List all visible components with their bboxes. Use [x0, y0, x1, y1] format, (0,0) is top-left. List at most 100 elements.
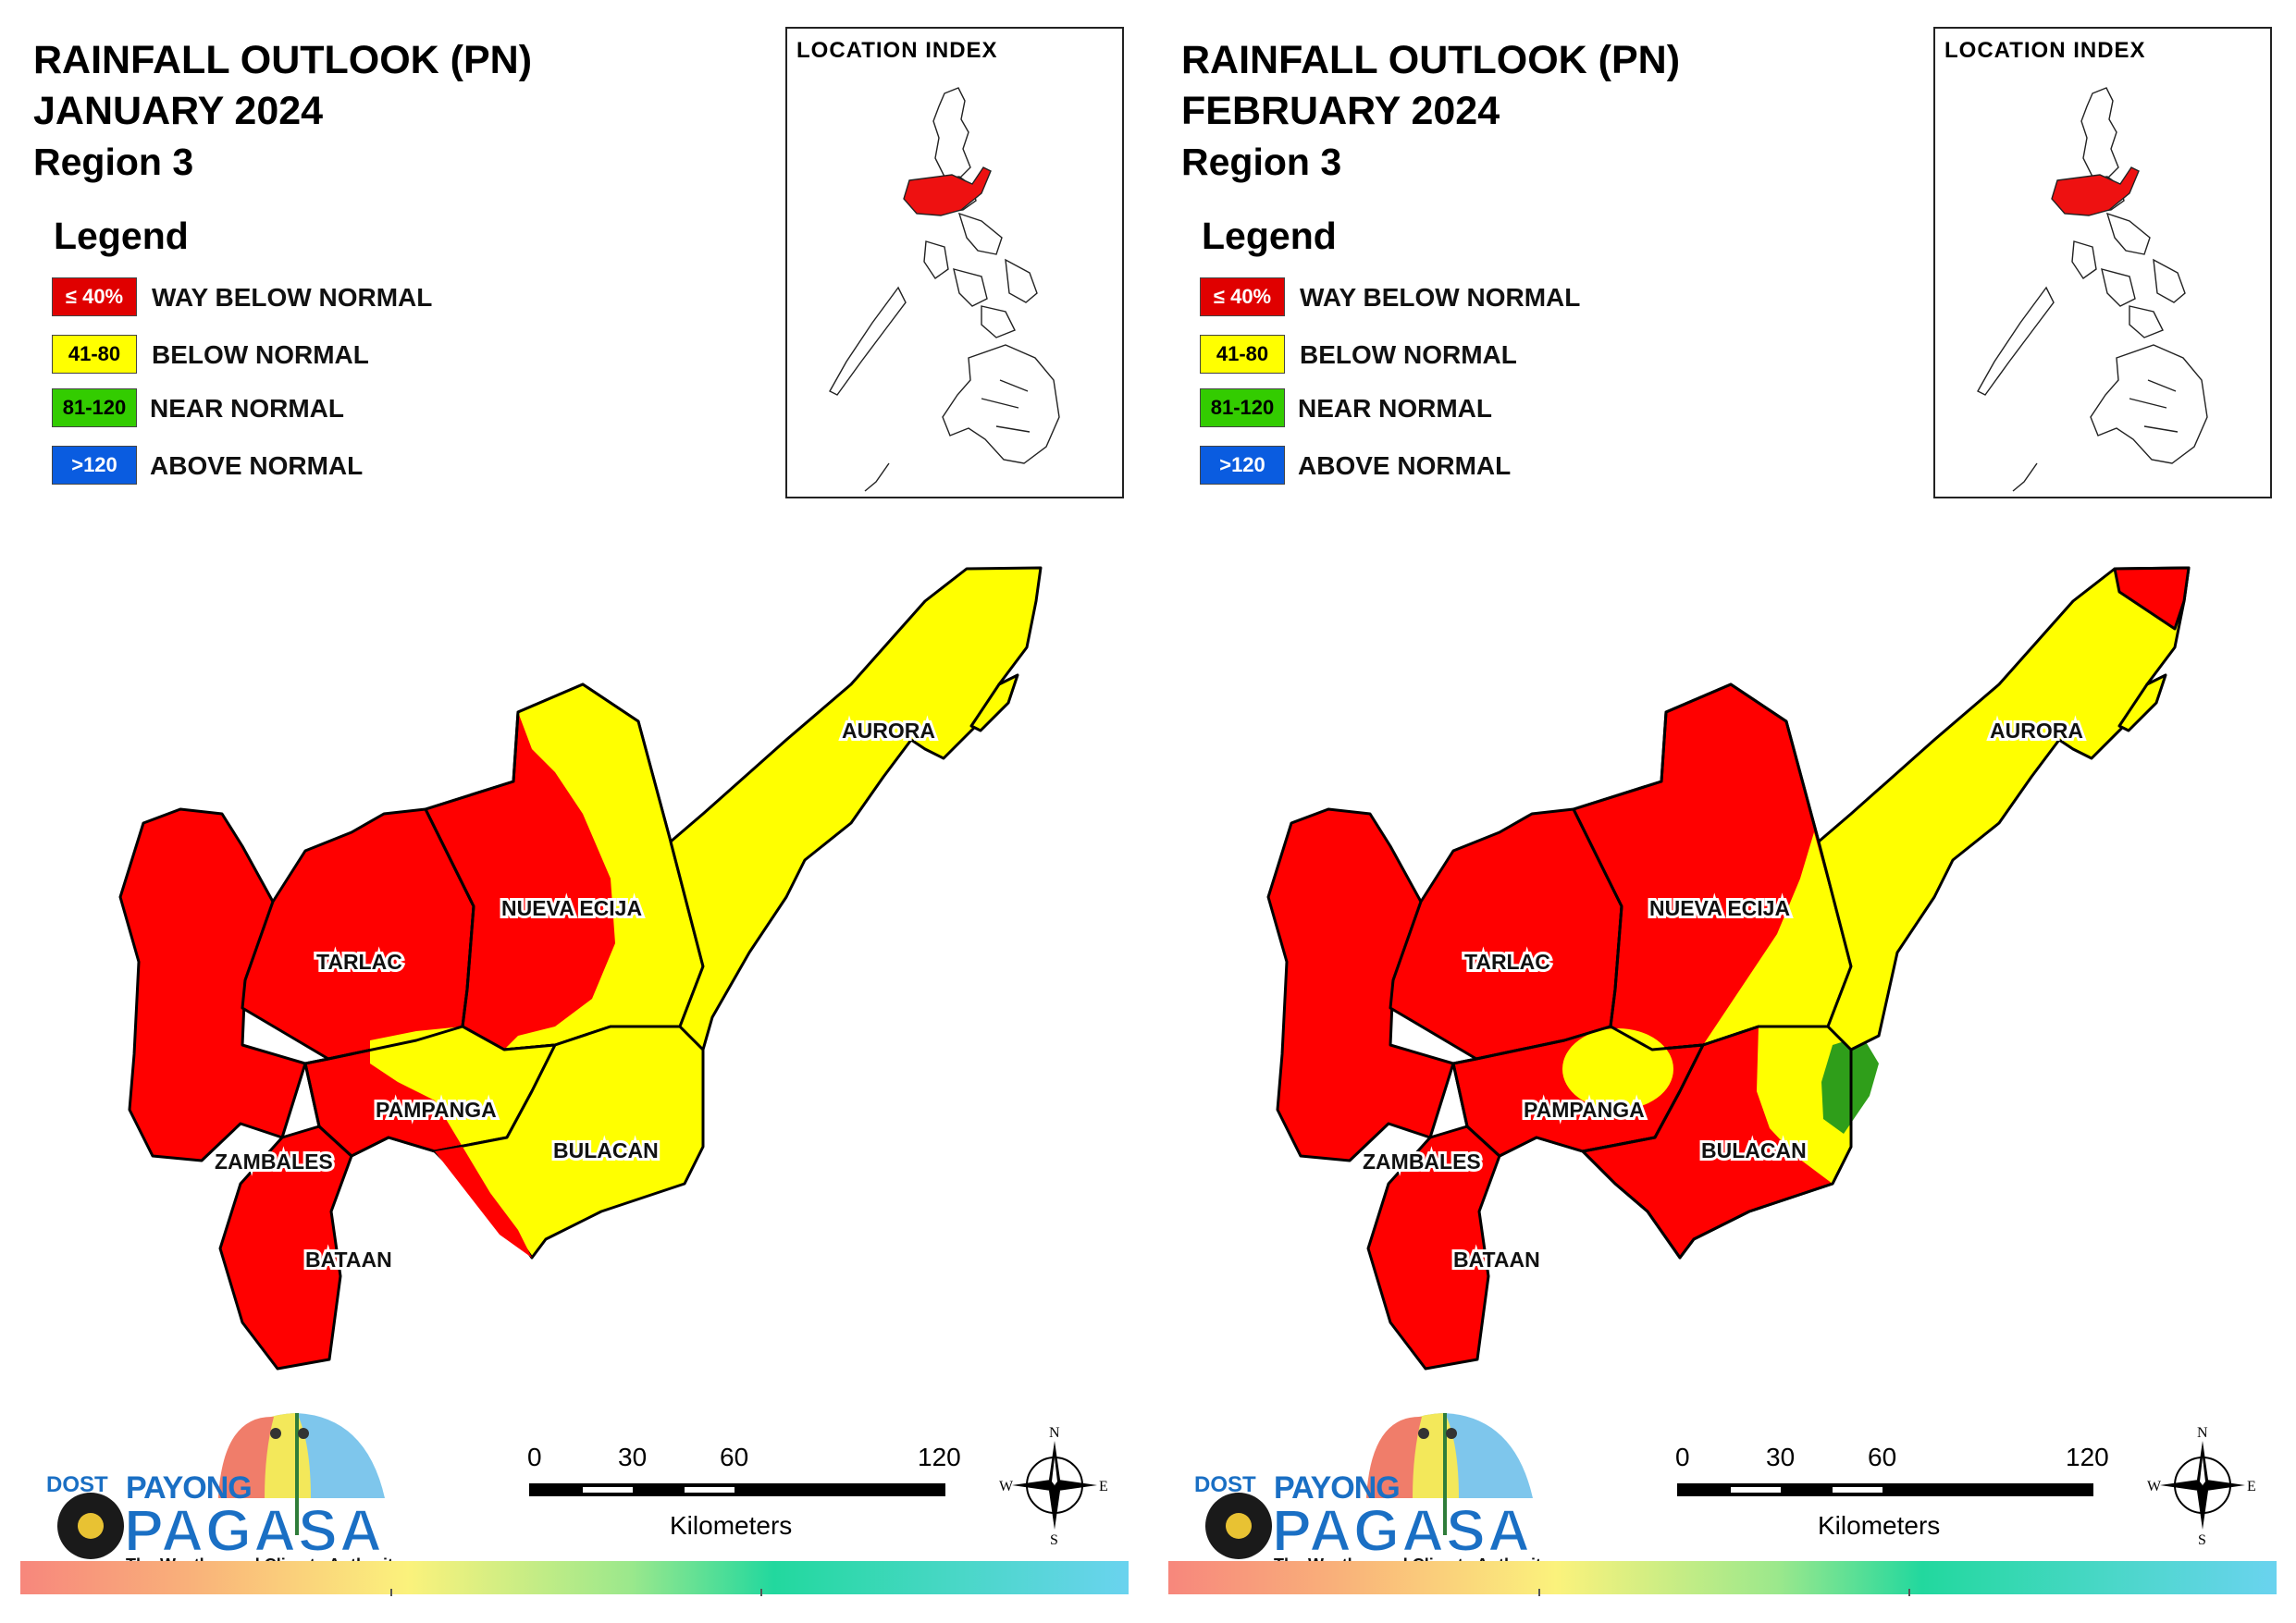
legend-label: WAY BELOW NORMAL	[1300, 283, 1581, 312]
footer: DOST PAYONG PAGASA The Weather and Clima…	[1148, 1378, 2296, 1623]
region-3-map: AURORA NUEVA ECIJA TARLAC PAMPANGA ZAMBA…	[118, 566, 1043, 1371]
logo-pagasa: PAGASA	[123, 1496, 385, 1565]
scale-tick-60: 60	[1868, 1443, 1897, 1471]
logo-dost: DOST	[46, 1472, 108, 1497]
footer-gradient-bar	[1168, 1561, 2277, 1596]
logo-payong: PAYONG	[126, 1470, 253, 1506]
pagasa-logo: DOST PAYONG PAGASA The Weather and Clima…	[33, 1396, 403, 1574]
legend-swatch: 41-80	[1200, 335, 1285, 374]
compass-e: E	[1099, 1479, 1108, 1494]
scale-bar-graphic	[529, 1483, 945, 1496]
label-zambales: ZAMBALES	[215, 1150, 333, 1174]
title-line-1: RAINFALL OUTLOOK (PN)	[33, 38, 533, 82]
label-aurora: AURORA	[842, 719, 935, 743]
legend-swatch: ≤ 40%	[52, 277, 137, 316]
aurora-way-below-zone	[2113, 566, 2191, 631]
nueva-ecija-below-normal-zone	[504, 684, 703, 1050]
compass-s: S	[1050, 1532, 1058, 1544]
aurora-region	[1817, 566, 2191, 1051]
region-3-highlight	[2051, 166, 2140, 216]
title-line-2: FEBRUARY 2024	[1181, 89, 1500, 133]
aurora-region	[669, 566, 1043, 1051]
logo-dost: DOST	[1194, 1472, 1256, 1497]
scale-tick-60: 60	[720, 1443, 749, 1471]
title-line-1: RAINFALL OUTLOOK (PN)	[1181, 38, 1681, 82]
tarlac-region	[1389, 807, 1623, 1061]
legend-label: NEAR NORMAL	[1298, 394, 1492, 423]
logo-pagasa: PAGASA	[1271, 1496, 1533, 1565]
label-nueva-ecija: NUEVA ECIJA	[1649, 896, 1790, 920]
compass-s: S	[2198, 1532, 2206, 1544]
scale-tick-30: 30	[1766, 1443, 1796, 1471]
map-title: RAINFALL OUTLOOK (PN) FEBRUARY 2024 Regi…	[1181, 35, 1680, 188]
label-bataan: BATAAN	[1453, 1248, 1540, 1272]
region-3-map: AURORA NUEVA ECIJA TARLAC PAMPANGA ZAMBA…	[1266, 566, 2191, 1371]
scale-tick-0: 0	[1675, 1443, 1690, 1471]
pampanga-below-normal-zone	[1562, 1028, 1673, 1110]
legend-label: BELOW NORMAL	[152, 340, 369, 369]
umbrella-icon	[1205, 1413, 1533, 1559]
compass-e: E	[2247, 1479, 2256, 1494]
legend-heading: Legend	[1202, 215, 1337, 257]
label-bulacan: BULACAN	[553, 1138, 659, 1162]
scale-tick-30: 30	[618, 1443, 648, 1471]
location-index-inset: LOCATION INDEX	[1933, 27, 2272, 498]
legend: Legend ≤ 40% WAY BELOW NORMAL 41-80 BELO…	[52, 215, 432, 485]
panel-january: RAINFALL OUTLOOK (PN) JANUARY 2024 Regio…	[0, 27, 1148, 1623]
legend: Legend ≤ 40% WAY BELOW NORMAL 41-80 BELO…	[1200, 215, 1580, 485]
legend-label: ABOVE NORMAL	[150, 451, 364, 480]
logo-payong: PAYONG	[1274, 1470, 1401, 1506]
legend-label: WAY BELOW NORMAL	[152, 283, 433, 312]
scale-bar: 0 30 60 120 Kilometers	[527, 1443, 961, 1540]
region-3-highlight	[903, 166, 992, 216]
label-nueva-ecija: NUEVA ECIJA	[501, 896, 642, 920]
legend-label: NEAR NORMAL	[150, 394, 344, 423]
tarlac-region	[241, 807, 475, 1061]
map-title: RAINFALL OUTLOOK (PN) JANUARY 2024 Regio…	[33, 35, 532, 188]
label-pampanga: PAMPANGA	[376, 1098, 497, 1122]
scale-bar: 0 30 60 120 Kilometers	[1675, 1443, 2109, 1540]
footer-gradient-bar	[20, 1561, 1129, 1596]
compass-n: N	[2197, 1425, 2208, 1441]
scale-bar-graphic	[1677, 1483, 2093, 1496]
aurora-peninsula	[2117, 673, 2167, 732]
footer: DOST PAYONG PAGASA The Weather and Clima…	[0, 1378, 1148, 1623]
title-line-2: JANUARY 2024	[33, 89, 324, 133]
inset-title: LOCATION INDEX	[1944, 38, 2146, 63]
legend-swatch: >120	[1200, 446, 1285, 485]
pampanga-below-normal-zone	[370, 1027, 555, 1147]
legend-swatch: >120	[52, 446, 137, 485]
umbrella-icon	[57, 1413, 385, 1559]
label-bataan: BATAAN	[305, 1248, 392, 1272]
inset-title: LOCATION INDEX	[796, 38, 998, 63]
title-line-3: Region 3	[33, 141, 194, 183]
scale-unit: Kilometers	[1818, 1511, 1941, 1540]
legend-label: ABOVE NORMAL	[1298, 451, 1512, 480]
label-zambales: ZAMBALES	[1363, 1150, 1481, 1174]
legend-swatch: 81-120	[1200, 388, 1285, 427]
title-line-3: Region 3	[1181, 141, 1342, 183]
label-tarlac: TARLAC	[1464, 950, 1550, 974]
legend-heading: Legend	[54, 215, 189, 257]
philippines-outline-map	[829, 87, 1060, 492]
bulacan-way-below-zone	[435, 1147, 532, 1258]
aurora-peninsula	[969, 673, 1019, 732]
nueva-ecija-below-normal-zone	[1703, 832, 1851, 1045]
label-bulacan: BULACAN	[1701, 1138, 1807, 1162]
legend-label: BELOW NORMAL	[1300, 340, 1517, 369]
legend-swatch: ≤ 40%	[1200, 277, 1285, 316]
location-index-inset: LOCATION INDEX	[785, 27, 1124, 498]
legend-swatch: 41-80	[52, 335, 137, 374]
label-pampanga: PAMPANGA	[1524, 1098, 1645, 1122]
legend-swatch: 81-120	[52, 388, 137, 427]
panel-february: RAINFALL OUTLOOK (PN) FEBRUARY 2024 Regi…	[1148, 0, 2296, 1623]
compass-rose-icon: N S W E	[999, 1424, 1110, 1548]
label-aurora: AURORA	[1990, 719, 2083, 743]
compass-n: N	[1049, 1425, 1060, 1441]
pagasa-logo: DOST PAYONG PAGASA The Weather and Clima…	[1181, 1396, 1551, 1574]
compass-w: W	[2147, 1479, 2162, 1494]
philippines-outline-map	[1977, 87, 2208, 492]
label-tarlac: TARLAC	[316, 950, 402, 974]
compass-rose-icon: N S W E	[2147, 1424, 2258, 1548]
scale-unit: Kilometers	[670, 1511, 793, 1540]
